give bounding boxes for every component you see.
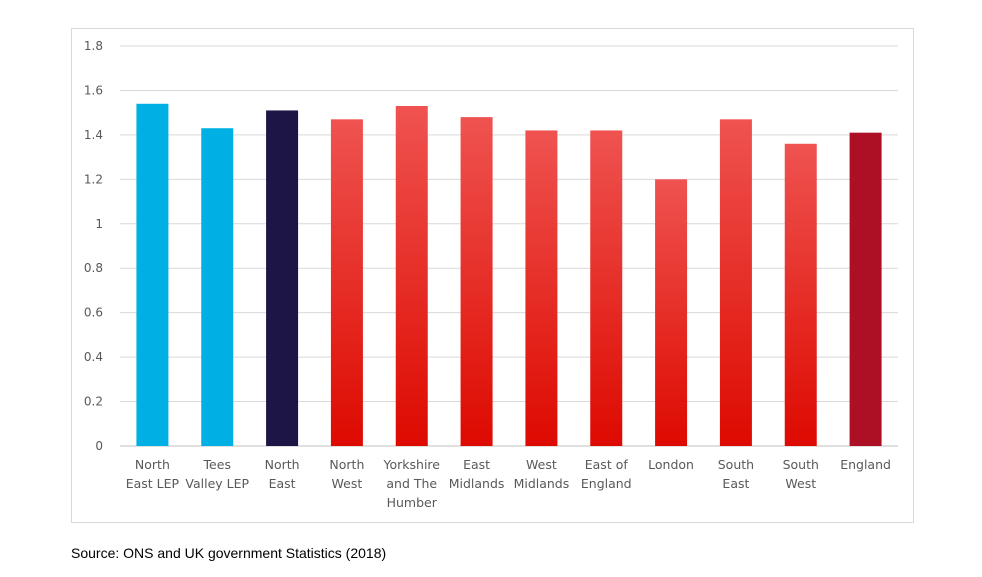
y-tick-label: 1.6 <box>84 83 103 97</box>
x-category-label: North East LEP <box>126 457 180 491</box>
bar <box>136 103 169 447</box>
x-category-label: West Midlands <box>514 457 570 491</box>
x-category-label: Yorkshire and The Humber <box>383 457 441 510</box>
bars <box>136 103 882 447</box>
bar <box>849 132 882 446</box>
bar <box>395 106 428 446</box>
x-category-label: North West <box>329 457 364 491</box>
bar <box>266 110 299 446</box>
y-tick-label: 0 <box>95 439 103 453</box>
bar <box>201 128 234 446</box>
bar <box>460 117 493 446</box>
y-tick-label: 0.2 <box>84 395 103 409</box>
y-tick-label: 1 <box>95 217 103 231</box>
source-note: Source: ONS and UK government Statistics… <box>71 545 387 561</box>
x-category-label: South East <box>718 457 754 491</box>
x-category-label: England <box>840 457 891 472</box>
y-tick-label: 0.8 <box>84 261 103 275</box>
y-tick-label: 0.6 <box>84 306 103 320</box>
bar-chart: 0 0.2 0.4 0.6 0.8 1 1.2 1.4 1.6 1.8 North East LEP… <box>84 39 898 510</box>
y-axis-ticks: 0 0.2 0.4 0.6 0.8 1 1.2 1.4 1.6 1.8 <box>84 39 103 453</box>
bar <box>590 130 623 446</box>
bar <box>655 179 688 447</box>
y-tick-label: 1.4 <box>84 128 103 142</box>
y-tick-label: 1.2 <box>84 172 103 186</box>
x-category-label: Tees Valley LEP <box>185 457 249 491</box>
bar <box>719 119 752 446</box>
x-category-label: South West <box>783 457 819 491</box>
y-tick-label: 0.4 <box>84 350 103 364</box>
x-category-label: London <box>648 457 694 472</box>
bar <box>784 143 817 446</box>
y-tick-label: 1.8 <box>84 39 103 53</box>
bar <box>525 130 558 446</box>
bar <box>330 119 363 446</box>
x-category-label: East Midlands <box>449 457 505 491</box>
x-category-label: East of England <box>581 457 632 491</box>
x-category-label: North East <box>265 457 300 491</box>
gridlines <box>120 45 898 447</box>
chart-area: 0 0.2 0.4 0.6 0.8 1 1.2 1.4 1.6 1.8 North East LEP… <box>71 28 914 523</box>
